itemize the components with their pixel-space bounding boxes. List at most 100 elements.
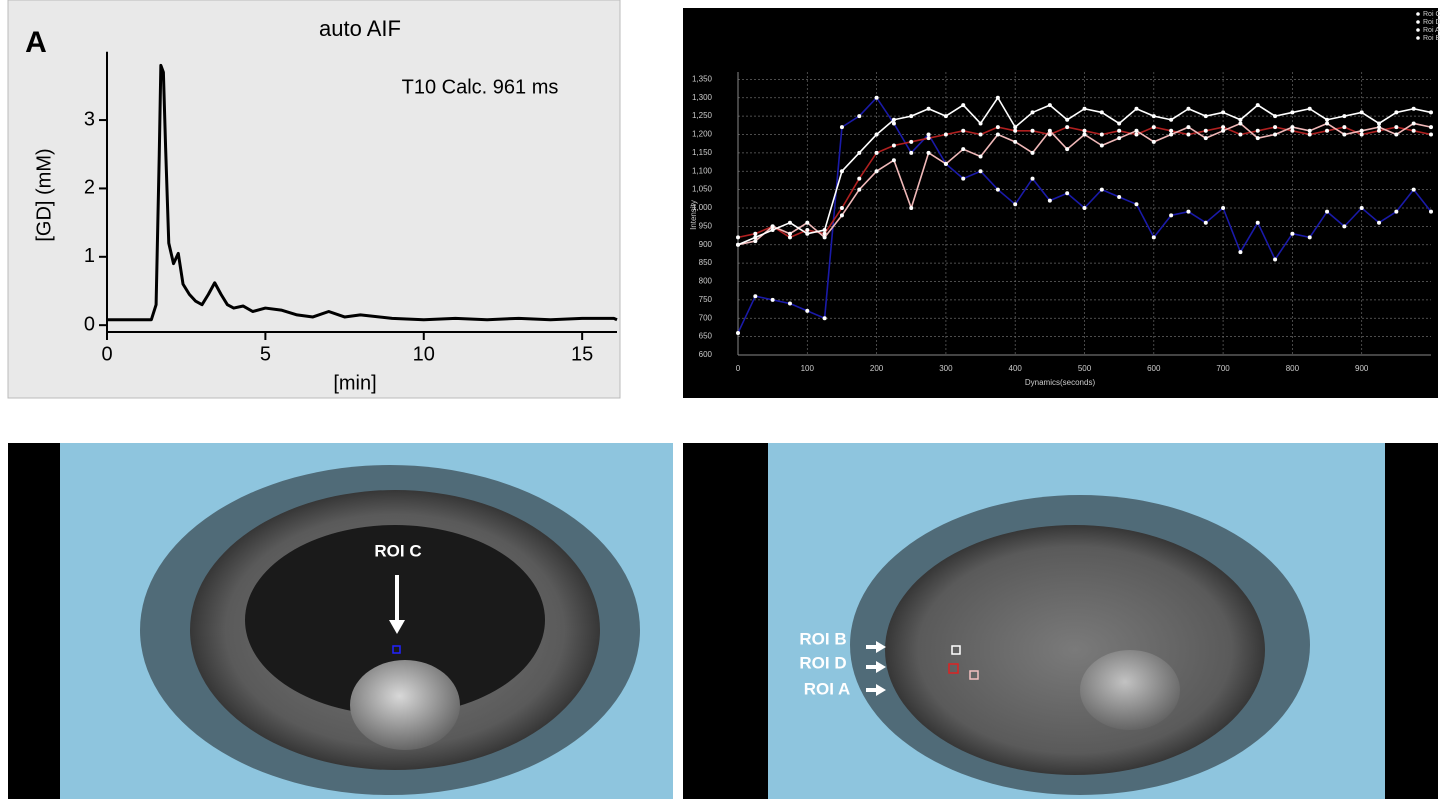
point xyxy=(943,114,948,119)
point xyxy=(978,121,983,126)
point xyxy=(1255,103,1260,108)
point xyxy=(1013,125,1018,130)
point xyxy=(874,169,879,174)
point xyxy=(1290,110,1295,115)
point xyxy=(978,132,983,137)
y-tick-label: 850 xyxy=(699,258,713,267)
y-tick-label: 900 xyxy=(699,240,713,249)
x-tick-label: 300 xyxy=(939,364,953,373)
panel-b-bg xyxy=(683,8,1438,398)
point xyxy=(770,228,775,233)
point xyxy=(1273,132,1278,137)
point xyxy=(1203,220,1208,225)
point xyxy=(1186,132,1191,137)
y-tick-label: 0 xyxy=(84,313,95,335)
point xyxy=(1047,198,1052,203)
point xyxy=(1221,125,1226,130)
point xyxy=(857,150,862,155)
point xyxy=(891,158,896,163)
legend-marker xyxy=(1416,28,1420,32)
point xyxy=(1342,132,1347,137)
point xyxy=(787,231,792,236)
panel-label: C xyxy=(25,464,47,497)
x-tick-label: 500 xyxy=(1078,364,1092,373)
point xyxy=(1221,128,1226,133)
point xyxy=(753,239,758,244)
point xyxy=(1030,176,1035,181)
point xyxy=(1030,150,1035,155)
point xyxy=(1342,114,1347,119)
point xyxy=(1099,187,1104,192)
point xyxy=(1082,205,1087,210)
point xyxy=(1325,121,1330,126)
point xyxy=(1186,125,1191,130)
point xyxy=(1238,121,1243,126)
x-tick-label: 0 xyxy=(101,343,112,365)
point xyxy=(874,150,879,155)
point xyxy=(736,242,740,247)
point xyxy=(770,297,775,302)
point xyxy=(961,176,966,181)
legend-label: Roi D xyxy=(1423,19,1440,26)
point xyxy=(787,301,792,306)
point xyxy=(1342,224,1347,229)
point xyxy=(805,228,810,233)
point xyxy=(1429,132,1433,137)
point xyxy=(1134,132,1139,137)
point xyxy=(1099,110,1104,115)
point xyxy=(1255,136,1260,141)
point xyxy=(753,231,758,236)
y-axis-label: [GD] (mM) xyxy=(33,148,55,241)
legend-marker xyxy=(1416,36,1420,40)
point xyxy=(1238,250,1243,255)
point xyxy=(1082,106,1087,111)
point xyxy=(1117,136,1122,141)
point xyxy=(909,205,914,210)
y-tick-label: 1,350 xyxy=(692,74,713,83)
point xyxy=(839,213,844,218)
legend-label: Roi C xyxy=(1423,11,1440,18)
point xyxy=(1186,106,1191,111)
point xyxy=(1117,194,1122,199)
point xyxy=(995,95,1000,100)
point xyxy=(805,308,810,313)
point xyxy=(1342,125,1347,130)
panel-a-bg xyxy=(7,0,621,399)
legend-label: Roi B xyxy=(1423,35,1440,42)
point xyxy=(1065,147,1070,152)
point xyxy=(1134,106,1139,111)
point xyxy=(909,114,914,119)
point xyxy=(1169,213,1174,218)
roi-label: ROI D xyxy=(799,653,846,672)
point xyxy=(1013,128,1018,133)
x-tick-label: 200 xyxy=(870,364,884,373)
point xyxy=(1117,128,1122,133)
x-tick-label: 700 xyxy=(1216,364,1230,373)
point xyxy=(1030,110,1035,115)
point xyxy=(1411,121,1416,126)
y-tick-label: 700 xyxy=(699,313,713,322)
point xyxy=(822,235,827,240)
legend-marker xyxy=(1416,12,1420,16)
point xyxy=(978,169,983,174)
point xyxy=(1221,110,1226,115)
point xyxy=(736,330,740,335)
point xyxy=(1134,128,1139,133)
y-axis-label: Intensity xyxy=(689,200,698,230)
point xyxy=(943,161,948,166)
x-tick-label: 0 xyxy=(736,364,741,373)
point xyxy=(770,224,775,229)
y-tick-label: 2 xyxy=(84,177,95,199)
point xyxy=(995,187,1000,192)
point xyxy=(1221,205,1226,210)
point xyxy=(1255,128,1260,133)
point xyxy=(1273,114,1278,119)
y-tick-label: 1,050 xyxy=(692,185,713,194)
y-tick-label: 1,250 xyxy=(692,111,713,120)
point xyxy=(1325,209,1330,214)
y-tick-label: 1,150 xyxy=(692,148,713,157)
point xyxy=(1047,132,1052,137)
point xyxy=(1203,128,1208,133)
point xyxy=(1377,128,1382,133)
legend-label: Roi A xyxy=(1423,27,1440,34)
